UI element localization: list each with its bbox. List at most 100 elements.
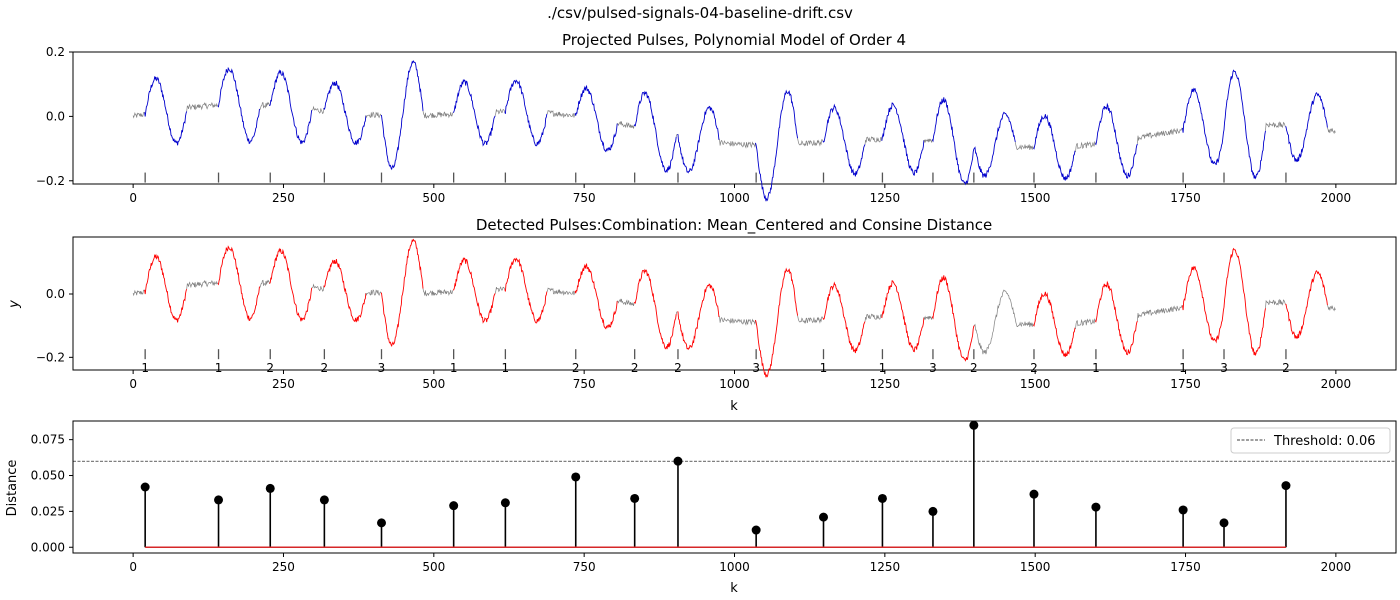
cluster-label: 3 xyxy=(752,361,760,375)
stem-marker xyxy=(376,518,386,528)
x-tick-label: 2000 xyxy=(1321,377,1352,391)
pulse-trace xyxy=(380,238,424,347)
signal-trace xyxy=(1014,141,1034,151)
signal-trace xyxy=(1265,298,1286,309)
distance-axes: k Distance 0 250 500 750 1000 1250 1500 1750 200… xyxy=(5,420,1397,596)
signal-trace xyxy=(974,289,1034,355)
x-tick-label: 1750 xyxy=(1170,377,1201,391)
x-tick-label: 1500 xyxy=(1020,560,1051,574)
pulse-trace xyxy=(633,90,677,173)
detected-pulses-xlabel: k xyxy=(730,399,738,414)
stem-marker xyxy=(1178,505,1188,515)
pulse-trace xyxy=(323,259,367,323)
pulse-trace xyxy=(217,66,261,145)
signal-trace xyxy=(675,134,678,137)
y-tick-label: 0.0 xyxy=(46,109,65,123)
stem-marker xyxy=(1281,481,1291,491)
x-tick-label: 1250 xyxy=(870,191,901,205)
x-tick-label: 1000 xyxy=(719,560,750,574)
cluster-label: 3 xyxy=(1220,361,1228,375)
pulse-trace xyxy=(931,97,1016,186)
x-tick-label: 250 xyxy=(272,560,295,574)
pulse-trace xyxy=(881,280,925,353)
distance-xlabel: k xyxy=(730,581,738,596)
cluster-label: 2 xyxy=(674,361,682,375)
projected-pulses-plot: 0 250 500 750 1000 1250 1500 1750 2000 −0.2 0.0 0.2 xyxy=(36,45,1397,205)
cluster-label: 3 xyxy=(929,361,937,375)
pulse-trace xyxy=(144,76,188,146)
pulse-trace xyxy=(1182,69,1266,180)
x-tick-label: 1000 xyxy=(719,191,750,205)
pulse-trace xyxy=(1285,92,1328,163)
legend-box xyxy=(1230,427,1391,454)
signal-trace xyxy=(617,298,635,306)
pulse-trace xyxy=(380,60,424,171)
cluster-label: 1 xyxy=(141,361,149,375)
signal-trace xyxy=(1075,318,1096,329)
stem-marker xyxy=(319,495,329,505)
legend-threshold-label: Threshold: 0.06 xyxy=(1273,434,1376,449)
pulse-trace xyxy=(269,69,313,145)
detected-pulses-plot: 0 250 500 750 1000 1250 1500 1750 2000 −0.2 0.0 1 1 2… xyxy=(36,236,1397,391)
figure-title: ./csv/pulsed-signals-04-baseline-drift.c… xyxy=(547,4,853,22)
x-tick-label: 2000 xyxy=(1321,560,1352,574)
stem-marker xyxy=(877,493,887,503)
pulse-trace xyxy=(1182,247,1266,357)
pulse-trace xyxy=(269,247,313,322)
pulse-trace xyxy=(574,84,618,153)
y-tick-label: −0.2 xyxy=(36,174,65,188)
signal-trace xyxy=(617,120,635,129)
x-tick-label: 1000 xyxy=(719,377,750,391)
stem-marker xyxy=(500,498,510,508)
pulse-trace xyxy=(677,283,720,351)
pulse-trace xyxy=(1094,280,1138,356)
cluster-label: 1 xyxy=(820,361,828,375)
signal-trace xyxy=(797,138,824,147)
pulse-trace xyxy=(1033,114,1076,181)
plot-frame xyxy=(72,51,1397,185)
projected-pulses-title: Projected Pulses, Polynomial Model of Or… xyxy=(562,31,906,49)
signal-trace xyxy=(1137,127,1183,144)
pulse-trace xyxy=(755,267,799,378)
pulse-trace xyxy=(1033,291,1076,358)
cluster-label: 2 xyxy=(970,361,978,375)
cluster-label: 2 xyxy=(631,361,639,375)
cluster-label: 1 xyxy=(1179,361,1187,375)
signal-trace xyxy=(1075,141,1096,152)
signal-trace xyxy=(1327,304,1336,312)
stem-marker xyxy=(140,482,150,492)
signal-trace xyxy=(719,138,756,149)
pulse-trace xyxy=(574,262,618,330)
signal-trace xyxy=(365,111,382,119)
plot-frame xyxy=(72,420,1397,554)
stem-marker xyxy=(265,483,275,493)
y-tick-label: 0.025 xyxy=(31,504,65,518)
legend: Threshold: 0.06 xyxy=(1230,427,1391,454)
stem-marker xyxy=(928,506,938,516)
stem-marker xyxy=(1219,518,1229,528)
stem-marker xyxy=(1091,502,1101,512)
pulse-trace xyxy=(1285,270,1328,340)
pulse-trace xyxy=(931,275,975,362)
pulse-trace xyxy=(822,281,866,354)
signal-trace xyxy=(864,313,883,322)
pulse-trace xyxy=(504,257,548,324)
signal-trace xyxy=(132,111,145,119)
cluster-label: 2 xyxy=(266,361,274,375)
cluster-label: 1 xyxy=(879,361,887,375)
signal-trace xyxy=(311,283,325,292)
x-tick-label: 1250 xyxy=(870,377,901,391)
x-tick-label: 750 xyxy=(573,377,596,391)
x-tick-label: 500 xyxy=(422,191,445,205)
signal-trace xyxy=(494,108,506,116)
pulse-trace xyxy=(452,78,496,147)
y-tick-label: 0.075 xyxy=(31,433,65,447)
signal-trace xyxy=(923,138,933,144)
cluster-label: 2 xyxy=(321,361,329,375)
x-tick-label: 0 xyxy=(129,377,137,391)
pulse-trace xyxy=(452,257,496,324)
cluster-label: 1 xyxy=(502,361,510,375)
detected-pulses-ylabel: y xyxy=(7,300,22,309)
signal-trace xyxy=(186,102,219,112)
